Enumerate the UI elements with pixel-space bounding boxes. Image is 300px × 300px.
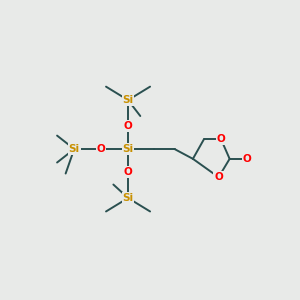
- Text: Si: Si: [122, 95, 134, 105]
- Text: Si: Si: [122, 144, 134, 154]
- Text: O: O: [214, 172, 223, 182]
- Text: Si: Si: [69, 144, 80, 154]
- Text: O: O: [124, 167, 132, 177]
- Text: O: O: [217, 134, 225, 144]
- Text: O: O: [124, 121, 132, 131]
- Text: O: O: [242, 154, 251, 164]
- Text: Si: Si: [122, 193, 134, 203]
- Text: O: O: [97, 144, 106, 154]
